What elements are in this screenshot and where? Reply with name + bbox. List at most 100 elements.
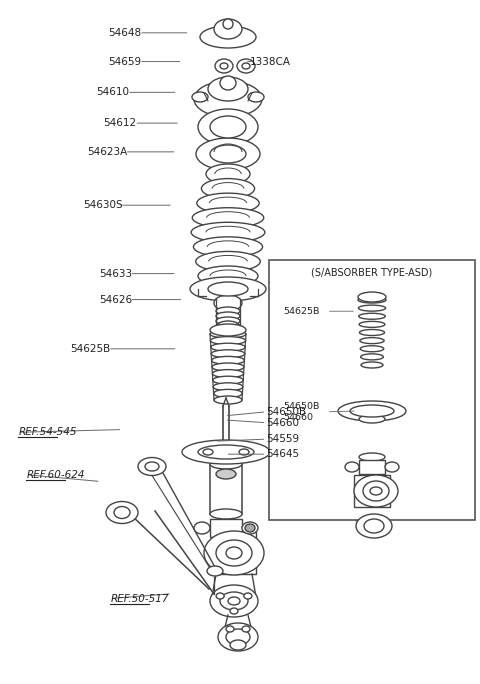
Ellipse shape <box>210 145 246 163</box>
Ellipse shape <box>359 453 385 461</box>
Ellipse shape <box>363 481 389 501</box>
Ellipse shape <box>213 383 243 391</box>
Text: 54625B: 54625B <box>70 344 110 354</box>
Ellipse shape <box>358 297 386 303</box>
Ellipse shape <box>214 389 242 397</box>
Text: 54625B: 54625B <box>283 306 319 316</box>
Ellipse shape <box>114 506 130 518</box>
Ellipse shape <box>106 501 138 523</box>
Ellipse shape <box>210 330 246 338</box>
Ellipse shape <box>200 26 256 48</box>
Ellipse shape <box>214 295 242 311</box>
Ellipse shape <box>216 317 240 325</box>
Ellipse shape <box>182 440 270 464</box>
Text: REF.54-545: REF.54-545 <box>18 428 77 437</box>
Ellipse shape <box>226 629 250 645</box>
Ellipse shape <box>216 307 240 315</box>
Bar <box>269 260 475 520</box>
Ellipse shape <box>208 282 248 296</box>
Ellipse shape <box>242 63 250 69</box>
Ellipse shape <box>220 63 228 69</box>
Ellipse shape <box>138 458 166 475</box>
Ellipse shape <box>190 277 266 301</box>
Text: 54660: 54660 <box>266 418 300 428</box>
Ellipse shape <box>210 459 242 469</box>
Ellipse shape <box>385 462 399 472</box>
Ellipse shape <box>228 597 240 605</box>
Text: 54559: 54559 <box>266 434 300 444</box>
Ellipse shape <box>218 623 258 651</box>
Ellipse shape <box>216 312 240 320</box>
Ellipse shape <box>226 626 234 632</box>
Ellipse shape <box>242 522 258 534</box>
Text: 54650B: 54650B <box>283 402 319 412</box>
Text: REF.60-624: REF.60-624 <box>26 470 85 479</box>
Ellipse shape <box>338 401 406 421</box>
Ellipse shape <box>145 462 159 471</box>
Ellipse shape <box>230 608 238 614</box>
Ellipse shape <box>210 585 258 617</box>
Ellipse shape <box>245 524 255 532</box>
Ellipse shape <box>360 338 384 343</box>
Text: 54660: 54660 <box>283 412 313 422</box>
Text: 54623A: 54623A <box>87 147 127 157</box>
Ellipse shape <box>345 462 359 472</box>
Text: 54630S: 54630S <box>83 200 122 210</box>
Ellipse shape <box>218 321 238 329</box>
Text: 54610: 54610 <box>96 88 130 97</box>
Ellipse shape <box>197 193 259 213</box>
Ellipse shape <box>210 324 246 336</box>
Ellipse shape <box>242 626 250 632</box>
Bar <box>354 475 390 507</box>
Ellipse shape <box>216 469 236 479</box>
Text: 1338CA: 1338CA <box>250 57 290 66</box>
Ellipse shape <box>212 369 243 378</box>
Ellipse shape <box>212 363 244 371</box>
Ellipse shape <box>248 92 264 102</box>
Text: 54648: 54648 <box>108 28 142 38</box>
Ellipse shape <box>364 519 384 533</box>
Ellipse shape <box>226 547 242 559</box>
Ellipse shape <box>212 356 244 365</box>
Ellipse shape <box>359 313 385 319</box>
Ellipse shape <box>358 292 386 302</box>
Ellipse shape <box>360 330 384 335</box>
Ellipse shape <box>210 116 246 138</box>
Ellipse shape <box>359 321 385 328</box>
Ellipse shape <box>354 475 398 507</box>
Ellipse shape <box>210 509 242 519</box>
Ellipse shape <box>191 222 265 242</box>
Ellipse shape <box>204 531 264 575</box>
Ellipse shape <box>206 164 250 184</box>
Ellipse shape <box>361 362 383 368</box>
Ellipse shape <box>203 449 213 455</box>
Ellipse shape <box>360 354 384 360</box>
Ellipse shape <box>216 322 240 330</box>
Ellipse shape <box>196 138 260 170</box>
Ellipse shape <box>370 487 382 495</box>
Ellipse shape <box>237 59 255 73</box>
Text: 54612: 54612 <box>104 118 137 128</box>
Ellipse shape <box>359 415 385 423</box>
Ellipse shape <box>202 179 254 198</box>
Ellipse shape <box>198 266 258 286</box>
Ellipse shape <box>211 350 245 358</box>
Text: REF.50-517: REF.50-517 <box>110 594 169 603</box>
Bar <box>210 519 242 537</box>
Ellipse shape <box>196 252 260 272</box>
Text: 54633: 54633 <box>99 269 132 278</box>
Ellipse shape <box>208 77 248 101</box>
Ellipse shape <box>244 593 252 599</box>
Ellipse shape <box>198 445 254 459</box>
Ellipse shape <box>216 540 252 566</box>
Ellipse shape <box>215 59 233 73</box>
Text: 54659: 54659 <box>108 57 142 66</box>
Ellipse shape <box>193 237 263 257</box>
Text: 54650B: 54650B <box>266 407 307 417</box>
Ellipse shape <box>213 376 243 384</box>
Ellipse shape <box>360 345 384 352</box>
Ellipse shape <box>220 76 236 90</box>
Ellipse shape <box>207 566 223 576</box>
Ellipse shape <box>214 396 242 404</box>
Text: (S/ABSORBER TYPE-ASD): (S/ABSORBER TYPE-ASD) <box>312 268 432 278</box>
